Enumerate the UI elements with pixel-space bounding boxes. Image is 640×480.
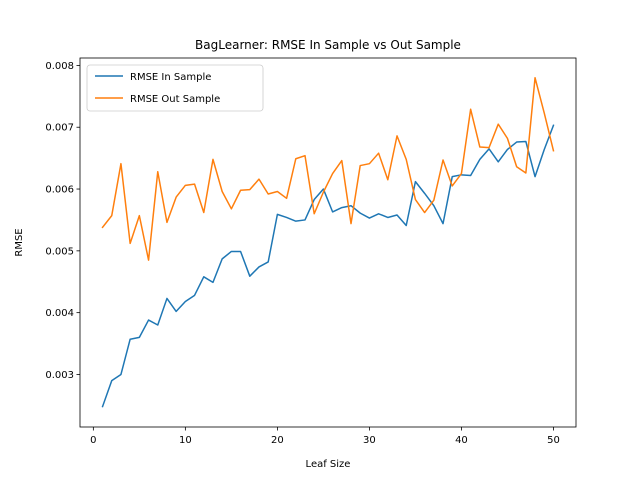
y-tick-label: 0.008 xyxy=(45,61,74,72)
legend: RMSE In Sample RMSE Out Sample xyxy=(86,64,264,112)
y-axis-title: RMSE xyxy=(14,228,25,256)
y-tick-label: 0.007 xyxy=(45,123,74,134)
plot-area xyxy=(79,57,577,428)
plot-background xyxy=(80,58,576,427)
plot-frame xyxy=(79,57,577,428)
chart-title: BagLearner: RMSE In Sample vs Out Sample xyxy=(195,38,461,52)
series-line-out-sample xyxy=(101,77,555,261)
x-axis-title: Leaf Size xyxy=(306,459,351,470)
x-tick-label: 0 xyxy=(90,435,96,446)
lines-layer xyxy=(101,77,555,408)
legend-entry-out-sample: RMSE Out Sample xyxy=(95,94,220,105)
legend-box xyxy=(86,64,264,112)
y-axis: 0.003 0.004 0.005 0.006 0.007 0.008 xyxy=(45,61,80,381)
x-tick-label: 30 xyxy=(363,435,376,446)
x-tick-label: 50 xyxy=(547,435,560,446)
y-tick-label: 0.004 xyxy=(45,308,74,319)
x-tick-label: 20 xyxy=(271,435,284,446)
x-tick-label: 10 xyxy=(179,435,192,446)
y-tick-label: 0.005 xyxy=(45,246,74,257)
x-tick-label: 40 xyxy=(455,435,468,446)
x-axis: 0 10 20 30 40 50 xyxy=(90,427,560,446)
series-line-in-sample xyxy=(101,124,555,408)
legend-label-out-sample: RMSE Out Sample xyxy=(130,94,220,105)
y-tick-label: 0.003 xyxy=(45,370,74,381)
y-tick-label: 0.006 xyxy=(45,185,74,196)
legend-label-in-sample: RMSE In Sample xyxy=(130,72,211,83)
legend-entry-in-sample: RMSE In Sample xyxy=(95,72,211,83)
